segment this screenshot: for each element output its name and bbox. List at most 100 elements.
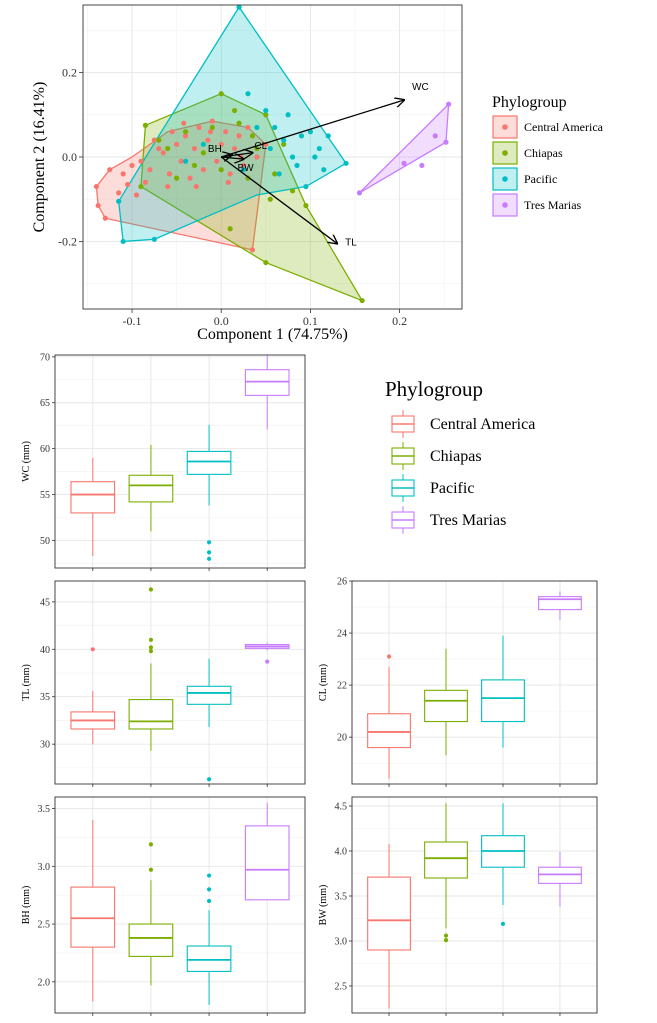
pca-point-0-15 [187,175,193,181]
pca-point-2-10 [298,133,305,139]
pca-point-0-7 [142,179,149,185]
pca-point-0-0 [93,183,99,190]
pca-point-2-23 [182,158,189,164]
tl-ytick-label: 40 [40,645,50,656]
pca-point-1-0 [142,122,149,128]
pca-legend-label-0: Central America [524,120,604,134]
pca-legend-dot-2 [502,176,508,182]
box-legend-label-0: Central America [430,416,535,433]
pca-point-0-37 [193,183,199,190]
pca-point-2-7 [272,124,278,131]
bh-ytick-label: 3.0 [38,862,51,873]
bh-outlier-1-1 [148,842,154,847]
pca-point-0-24 [227,171,233,177]
pca-vector-label-wc: WC [412,82,429,93]
pca-xtick-label: -0.1 [123,314,142,328]
pca-point-0-38 [207,129,214,135]
tl-outlier-3-0 [265,659,270,664]
bw-box-3 [538,866,582,884]
pca-legend-title: Phylogroup [492,94,567,111]
pca-point-3-4 [401,160,407,166]
pca-point-0-26 [236,133,242,139]
pca-point-0-22 [218,141,224,147]
cl-ytick-label: 20 [337,733,347,744]
wc-ytick-label: 70 [40,352,50,363]
pca-point-2-24 [240,167,247,173]
bh-outlier-2-0 [206,898,212,904]
pca-point-1-18 [191,162,198,169]
pca-legend: Phylogroup Central America Chiapas Pacific T… [492,94,604,217]
tl-ytick-label: 35 [40,692,50,703]
cl-y-axis-label: CL (mm) [318,664,329,701]
bw-y-axis-label: BW (mm) [318,885,329,926]
bh-box-0 [70,886,116,948]
wc-outlier-2-2 [206,556,212,561]
pca-point-2-9 [289,154,296,160]
pca-hull-3 [358,102,450,194]
pca-point-2-0 [236,4,242,10]
tl-outlier-1-2 [148,637,154,642]
bw-outlier-1-1 [443,938,449,943]
pca-point-1-7 [227,226,233,232]
pca-point-0-9 [156,145,162,152]
cl-box-0 [367,713,411,749]
pca-vector-label-bh: BH [208,144,222,155]
pca-point-1-11 [218,167,224,173]
tl-outlier-0-0 [90,647,95,652]
pca-point-0-18 [200,167,206,173]
pca-point-3-3 [419,162,425,169]
box-legend: Phylogroup Central America Chiapas Pacific T… [385,377,535,534]
bw-box-0 [367,876,411,951]
pca-point-1-6 [138,183,144,190]
pca-point-1-20 [232,107,238,114]
wc-ytick-label: 50 [40,536,50,547]
pca-point-2-15 [254,124,260,131]
pca-legend-dot-1 [502,150,508,156]
pca-point-2-17 [294,162,300,169]
pca-y-axis-label: Component 2 (16.41%) [31,82,48,233]
pca-point-2-21 [267,145,273,152]
pca-point-0-29 [249,247,256,253]
bh-ytick-label: 3.5 [38,804,51,815]
pca-vector-wc [221,100,404,158]
bh-box-2 [186,945,232,972]
cl-ytick-label: 22 [337,681,347,692]
pca-point-2-6 [116,198,122,204]
pca-vector-tl [220,156,337,244]
pca-point-2-14 [263,107,269,114]
pca-ytick-label: 0.2 [62,66,77,80]
bw-ytick-label: 3.5 [335,892,348,903]
pca-point-0-21 [214,158,220,164]
pca-point-0-17 [196,124,202,131]
pca-point-1-24 [209,124,215,131]
pca-xtick-label: 0.2 [392,314,407,328]
tl-box-2 [186,685,232,705]
wc-panel-border [54,354,306,569]
bw-ytick-label: 4.0 [335,847,348,858]
bw-boxplot: 2.5 3.0 3.5 4.0 4.5 BW (mm) [318,796,598,1016]
tl-outlier-2-0 [206,777,212,782]
pca-point-2-18 [312,154,318,160]
pca-point-1-16 [281,141,287,147]
wc-outlier-2-1 [206,550,212,555]
pca-point-2-19 [321,167,327,173]
bh-ytick-label: 2.0 [38,977,51,988]
pca-point-1-8 [165,145,171,152]
pca-point-2-22 [200,141,206,147]
pca-point-0-41 [124,181,131,188]
pca-point-0-16 [191,145,198,152]
pca-point-0-12 [174,141,180,147]
pca-point-1-9 [182,129,189,135]
wc-ytick-label: 55 [40,490,50,501]
cl-ytick-label: 24 [337,629,347,640]
bh-ytick-label: 2.5 [38,920,51,931]
pca-point-3-5 [356,190,363,196]
wc-box-3 [244,369,290,396]
bw-outlier-2-0 [500,921,506,927]
pca-point-0-3 [95,202,101,209]
bw-ytick-label: 2.5 [335,982,348,993]
wc-ytick-label: 60 [40,444,50,455]
pca-point-0-25 [232,145,238,152]
pca-point-2-11 [307,129,313,135]
